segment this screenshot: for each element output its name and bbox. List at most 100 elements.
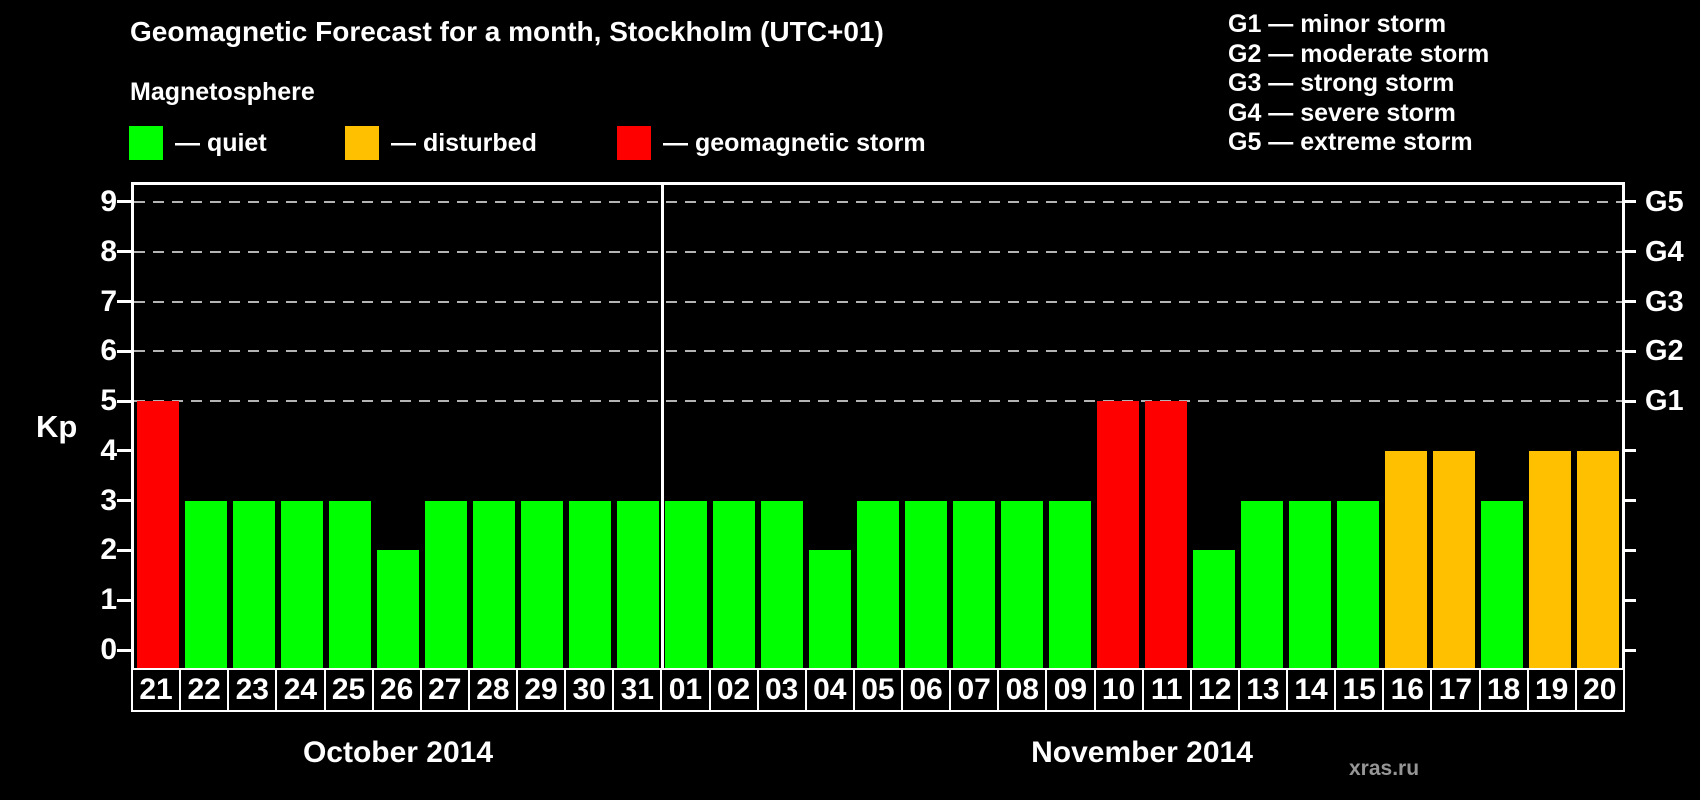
day-label-31: 31	[612, 668, 663, 712]
bar-day-13	[1241, 500, 1283, 670]
day-label-11: 11	[1141, 668, 1192, 712]
day-label-07: 07	[949, 668, 1000, 712]
y-tick-label-8: 8	[100, 234, 117, 268]
day-label-29: 29	[516, 668, 567, 712]
legend-item-disturbed: — disturbed	[345, 125, 537, 161]
bar-day-21	[137, 401, 179, 670]
y-tick-left-8	[117, 250, 131, 254]
day-label-01: 01	[660, 668, 711, 712]
bar-day-07	[953, 500, 995, 670]
legend-label-storm: — geomagnetic storm	[663, 128, 926, 157]
day-label-19: 19	[1526, 668, 1577, 712]
bar-day-06	[905, 500, 947, 670]
y-tick-label-6: 6	[100, 334, 117, 368]
legend-item-quiet: — quiet	[129, 125, 267, 161]
day-label-27: 27	[419, 668, 470, 712]
x-axis-day-labels: 21 22 23 24 25 26 27 28 29 30 31 01 02 03 04 05 06 07 08 09…	[131, 668, 1625, 712]
g-legend-line-3: G3 — strong storm	[1228, 69, 1455, 97]
bar-day-24	[281, 500, 323, 670]
gridline-kp-6	[134, 350, 1622, 353]
bar-day-17	[1433, 450, 1475, 670]
bar-day-20	[1577, 450, 1619, 670]
disturbed-color-swatch	[345, 126, 379, 160]
bar-day-09	[1049, 500, 1091, 670]
g-scale-label-G1: G1	[1645, 385, 1684, 418]
month-separator-line	[660, 185, 664, 670]
g-legend-line-2: G2 — moderate storm	[1228, 39, 1490, 68]
month-label-november: November 2014	[1031, 736, 1253, 769]
day-label-12: 12	[1189, 668, 1240, 712]
day-label-10: 10	[1093, 668, 1144, 712]
legend-label-disturbed: — disturbed	[391, 128, 537, 157]
g-scale-label-G5: G5	[1645, 185, 1684, 218]
bar-day-05	[857, 500, 899, 670]
g-scale-legend: G1 — minor storm G2 — moderate storm G3 — …	[1228, 10, 1489, 158]
day-label-30: 30	[564, 668, 615, 712]
y-tick-left-1	[117, 598, 131, 602]
day-label-22: 22	[179, 668, 230, 712]
day-label-03: 03	[756, 668, 807, 712]
bar-day-30	[569, 500, 611, 670]
bar-day-10	[1097, 401, 1139, 670]
bar-day-16	[1385, 450, 1427, 670]
day-label-24: 24	[275, 668, 326, 712]
bar-day-15	[1337, 500, 1379, 670]
gridline-kp-9	[134, 200, 1622, 203]
g-legend-line-4: G4 — severe storm	[1228, 98, 1456, 127]
bar-day-02	[713, 500, 755, 670]
g-legend-line-5: G5 — extreme storm	[1228, 128, 1473, 156]
bar-day-04	[809, 550, 851, 670]
day-label-09: 09	[1045, 668, 1096, 712]
day-label-04: 04	[804, 668, 855, 712]
y-tick-left-0	[117, 648, 131, 652]
bar-day-25	[329, 500, 371, 670]
y-tick-label-0: 0	[100, 633, 117, 666]
day-label-25: 25	[323, 668, 374, 712]
bar-day-11	[1145, 401, 1187, 670]
y-tick-left-4	[117, 449, 131, 453]
bar-day-19	[1529, 450, 1571, 670]
legend-item-storm: — geomagnetic storm	[617, 125, 926, 161]
watermark: xras.ru	[1349, 757, 1420, 780]
y-tick-left-9	[117, 200, 131, 204]
bar-day-22	[185, 500, 227, 670]
y-tick-label-1: 1	[100, 583, 117, 617]
bar-day-01	[665, 500, 707, 670]
bar-day-12	[1193, 550, 1235, 670]
y-tick-label-2: 2	[100, 533, 117, 567]
day-label-16: 16	[1382, 668, 1433, 712]
storm-color-swatch	[617, 126, 651, 160]
day-label-18: 18	[1478, 668, 1529, 712]
y-tick-label-9: 9	[100, 184, 117, 218]
y-tick-left-2	[117, 548, 131, 552]
bar-day-23	[233, 500, 275, 670]
bar-day-28	[473, 500, 515, 670]
bar-day-27	[425, 500, 467, 670]
plot-area	[131, 182, 1625, 670]
bar-day-14	[1289, 500, 1331, 670]
gridline-kp-7	[134, 300, 1622, 303]
day-label-26: 26	[371, 668, 422, 712]
day-label-13: 13	[1237, 668, 1288, 712]
g-legend-line-1: G1 — minor storm	[1228, 10, 1447, 38]
day-label-02: 02	[708, 668, 759, 712]
day-label-06: 06	[901, 668, 952, 712]
magnetosphere-label: Magnetosphere	[130, 78, 315, 106]
bar-day-26	[377, 550, 419, 670]
y-tick-left-5	[117, 399, 131, 403]
legend-label-quiet: — quiet	[175, 128, 267, 157]
day-label-08: 08	[997, 668, 1048, 712]
day-label-20: 20	[1574, 668, 1625, 712]
y-tick-left-7	[117, 300, 131, 304]
y-tick-left-6	[117, 349, 131, 353]
y-tick-left-3	[117, 499, 131, 503]
day-label-15: 15	[1334, 668, 1385, 712]
y-tick-label-3: 3	[100, 483, 117, 517]
day-label-28: 28	[467, 668, 518, 712]
chart-title: Geomagnetic Forecast for a month, Stockh…	[130, 16, 884, 47]
y-tick-label-7: 7	[100, 284, 117, 318]
day-label-21: 21	[131, 668, 182, 712]
day-label-14: 14	[1286, 668, 1337, 712]
day-label-17: 17	[1430, 668, 1481, 712]
